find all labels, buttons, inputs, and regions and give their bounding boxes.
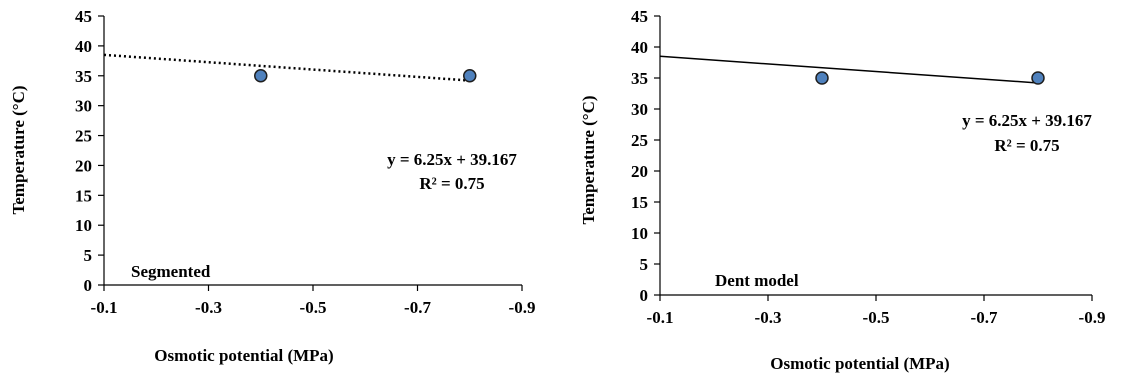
x-tick-label: -0.7: [404, 298, 431, 317]
y-tick-label: 35: [631, 69, 648, 88]
y-tick-label: 0: [640, 286, 649, 305]
x-tick-label: -0.5: [300, 298, 327, 317]
series-annotation: Segmented: [131, 262, 211, 281]
x-tick-label: -0.3: [755, 308, 782, 327]
x-tick-label: -0.9: [1079, 308, 1106, 327]
y-tick-label: 20: [75, 156, 92, 175]
y-tick-label: 40: [631, 38, 648, 57]
x-ticks: -0.1 -0.3 -0.5 -0.7 -0.9: [91, 285, 536, 317]
data-points: [254, 69, 477, 83]
plot-area-2: 0 5 10 15 20 25 30 35 40 45 -0.1 -0.3 -0.5 -0.7 -0.9: [631, 7, 1105, 327]
y-axis-label: Temperature (°C): [9, 85, 28, 214]
y-tick-label: 30: [631, 100, 648, 119]
r-squared-label: R² = 0.75: [994, 136, 1059, 155]
y-tick-label: 0: [84, 276, 93, 295]
y-ticks: 0 5 10 15 20 25 30 35 40 45: [631, 7, 660, 305]
y-tick-label: 30: [75, 97, 92, 116]
r-squared-label: R² = 0.75: [419, 174, 484, 193]
y-tick-label: 15: [75, 186, 92, 205]
y-tick-label: 45: [631, 7, 648, 26]
y-ticks: 0 5 10 15 20 25 30 35 40 45: [75, 7, 104, 295]
y-tick-label: 15: [631, 193, 648, 212]
x-tick-label: -0.1: [91, 298, 118, 317]
y-tick-label: 10: [631, 224, 648, 243]
x-tick-label: -0.7: [971, 308, 998, 327]
series-annotation: Dent model: [715, 271, 799, 290]
y-tick-label: 20: [631, 162, 648, 181]
y-tick-label: 5: [640, 255, 649, 274]
x-tick-label: -0.5: [863, 308, 890, 327]
data-point: [1031, 71, 1045, 85]
y-tick-label: 35: [75, 67, 92, 86]
data-points: [815, 71, 1045, 85]
x-ticks: -0.1 -0.3 -0.5 -0.7 -0.9: [647, 295, 1106, 327]
y-tick-label: 10: [75, 216, 92, 235]
x-tick-label: -0.3: [195, 298, 222, 317]
x-tick-label: -0.9: [509, 298, 536, 317]
regression-equation: y = 6.25x + 39.167: [962, 111, 1092, 130]
data-point: [815, 71, 829, 85]
regression-equation: y = 6.25x + 39.167: [387, 150, 517, 169]
y-tick-label: 40: [75, 37, 92, 56]
y-tick-label: 45: [75, 7, 92, 26]
trendline: [659, 55, 1039, 84]
y-axis-label: Temperature (°C): [579, 95, 598, 224]
x-axis-label: Osmotic potential (MPa): [154, 346, 333, 365]
plot-area-1: 0 5 10 15 20 25 30 35 40 45 -0.1 -0.3 -0.5 -0.7 -0.9: [75, 7, 535, 317]
data-point: [254, 69, 268, 83]
trendline: [103, 53, 470, 82]
y-tick-label: 25: [631, 131, 648, 150]
x-axis-label: Osmotic potential (MPa): [770, 354, 949, 373]
y-tick-label: 5: [84, 246, 93, 265]
data-point: [463, 69, 477, 83]
y-tick-label: 25: [75, 127, 92, 146]
x-tick-label: -0.1: [647, 308, 674, 327]
